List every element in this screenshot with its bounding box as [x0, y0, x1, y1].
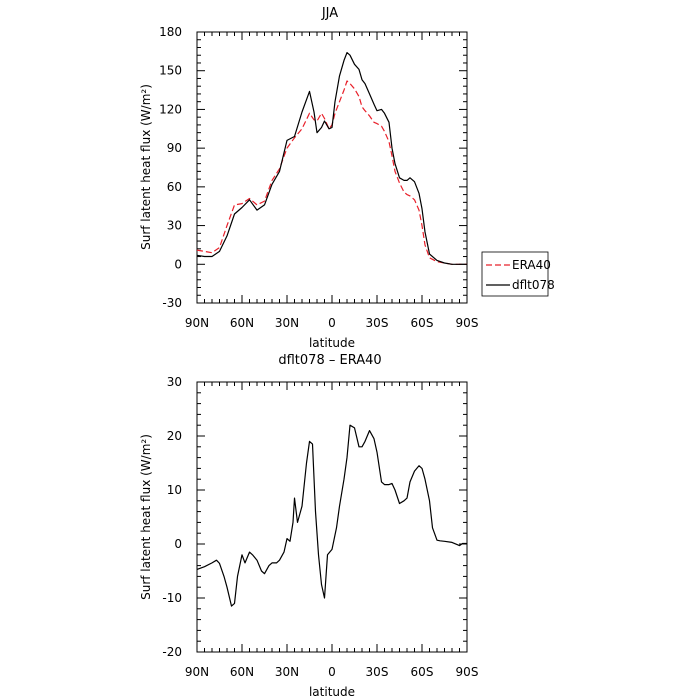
bottom-x-tick-label: 90N: [185, 665, 209, 679]
top-plot-area: 90N 60N 30N 0 30S 60S 90S -30 0 30 60 90 120 150 180: [159, 25, 478, 330]
top-y-tick-label: 60: [167, 180, 182, 194]
top-y-tick-label: 90: [167, 141, 182, 155]
bottom-x-tick-label: 60S: [411, 665, 434, 679]
top-x-tick-label: 90N: [185, 316, 209, 330]
legend-label-dflt078: dflt078: [512, 278, 555, 292]
bottom-series-line-0: [196, 424, 467, 607]
bottom-y-axis-label: Surf latent heat flux (W/m²): [139, 434, 153, 600]
top-x-axis-label: latitude: [309, 336, 355, 350]
top-plot-frame: [196, 31, 468, 304]
bottom-x-tick-label: 90S: [456, 665, 479, 679]
bottom-x-tick-label: 0: [328, 665, 336, 679]
bottom-x-tick-label: 30N: [275, 665, 299, 679]
top-x-tick-label: 60S: [411, 316, 434, 330]
bottom-y-tick-label: -20: [162, 645, 182, 659]
top-series-line-dflt078: [196, 51, 467, 265]
top-y-tick-label: 0: [174, 257, 182, 271]
bottom-x-tick-label: 60N: [230, 665, 254, 679]
top-y-tick-label: 180: [159, 25, 182, 39]
bottom-y-tick-label: 0: [174, 537, 182, 551]
top-y-tick-label: -30: [162, 296, 182, 310]
bottom-plot-frame: [196, 381, 468, 653]
top-panel-jja: JJA 90N 60N 30N 0 30S 60S 90S -30 0 30 60 90 120 150 1…: [139, 6, 555, 350]
bottom-y-tick-label: -10: [162, 591, 182, 605]
top-series-line-era40: [196, 80, 467, 265]
bottom-x-tick-label: 30S: [366, 665, 389, 679]
top-x-tick-label: 90S: [456, 316, 479, 330]
bottom-y-tick-label: 20: [167, 429, 182, 443]
bottom-y-tick-label: 10: [167, 483, 182, 497]
bottom-plot-area: 90N 60N 30N 0 30S 60S 90S -20 -10 0 10 20 30: [162, 375, 478, 679]
top-x-tick-label: 60N: [230, 316, 254, 330]
top-y-tick-label: 120: [159, 102, 182, 116]
bottom-x-axis-label: latitude: [309, 685, 355, 699]
top-y-tick-label: 150: [159, 64, 182, 78]
legend-label-era40: ERA40: [512, 258, 551, 272]
bottom-y-tick-label: 30: [167, 375, 182, 389]
bottom-chart-title: dflt078 – ERA40: [278, 353, 381, 368]
top-x-tick-label: 0: [328, 316, 336, 330]
top-y-tick-label: 30: [167, 219, 182, 233]
legend-box: [481, 251, 549, 297]
top-x-tick-label: 30S: [366, 316, 389, 330]
top-chart-title: JJA: [321, 6, 338, 21]
top-x-tick-label: 30N: [275, 316, 299, 330]
top-y-axis-label: Surf latent heat flux (W/m²): [139, 84, 153, 250]
bottom-panel-difference: dflt078 – ERA40 90N 60N 30N 0 30S 60S 90S -20 -1…: [139, 353, 478, 699]
top-legend: ERA40 dflt078: [481, 251, 555, 297]
